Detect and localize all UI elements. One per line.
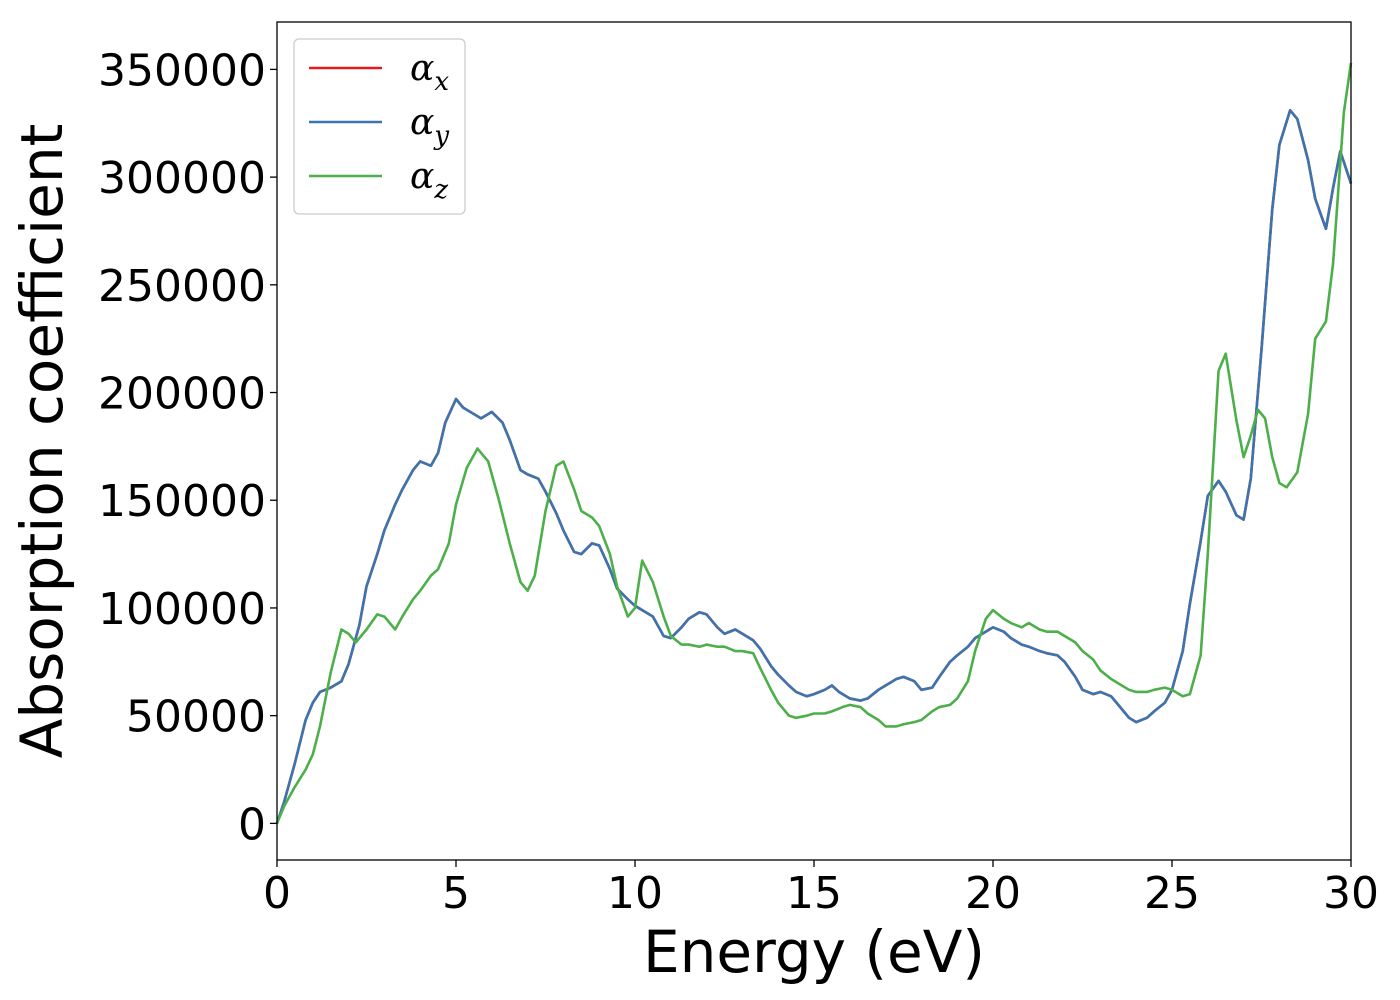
y-tick-label: 150000 [98,476,266,527]
x-axis-label: Energy (eV) [643,918,985,986]
series-layer [275,62,1353,824]
y-tick-label: 250000 [98,261,266,312]
x-tick-label: 20 [965,868,1021,919]
y-tick-label: 200000 [98,369,266,420]
x-tick-label: 30 [1323,868,1379,919]
y-tick-label: 0 [238,799,266,850]
y-axis: 0 50000 100000 150000 200000 250000 300000 3500… [98,45,277,850]
x-tick-label: 0 [263,868,291,919]
x-tick-label: 10 [607,868,663,919]
y-axis-label: Absorption coefficient [8,124,76,759]
y-tick-label: 350000 [98,45,266,96]
y-tick-label: 100000 [98,584,266,635]
series-line-z [275,62,1353,824]
legend-box [293,38,466,215]
x-tick-label: 15 [786,868,842,919]
y-tick-label: 50000 [126,692,266,743]
x-axis: 0 5 10 15 20 25 30 [263,860,1379,919]
x-tick-label: 5 [442,868,470,919]
x-tick-label: 25 [1144,868,1200,919]
y-tick-label: 300000 [98,153,266,204]
